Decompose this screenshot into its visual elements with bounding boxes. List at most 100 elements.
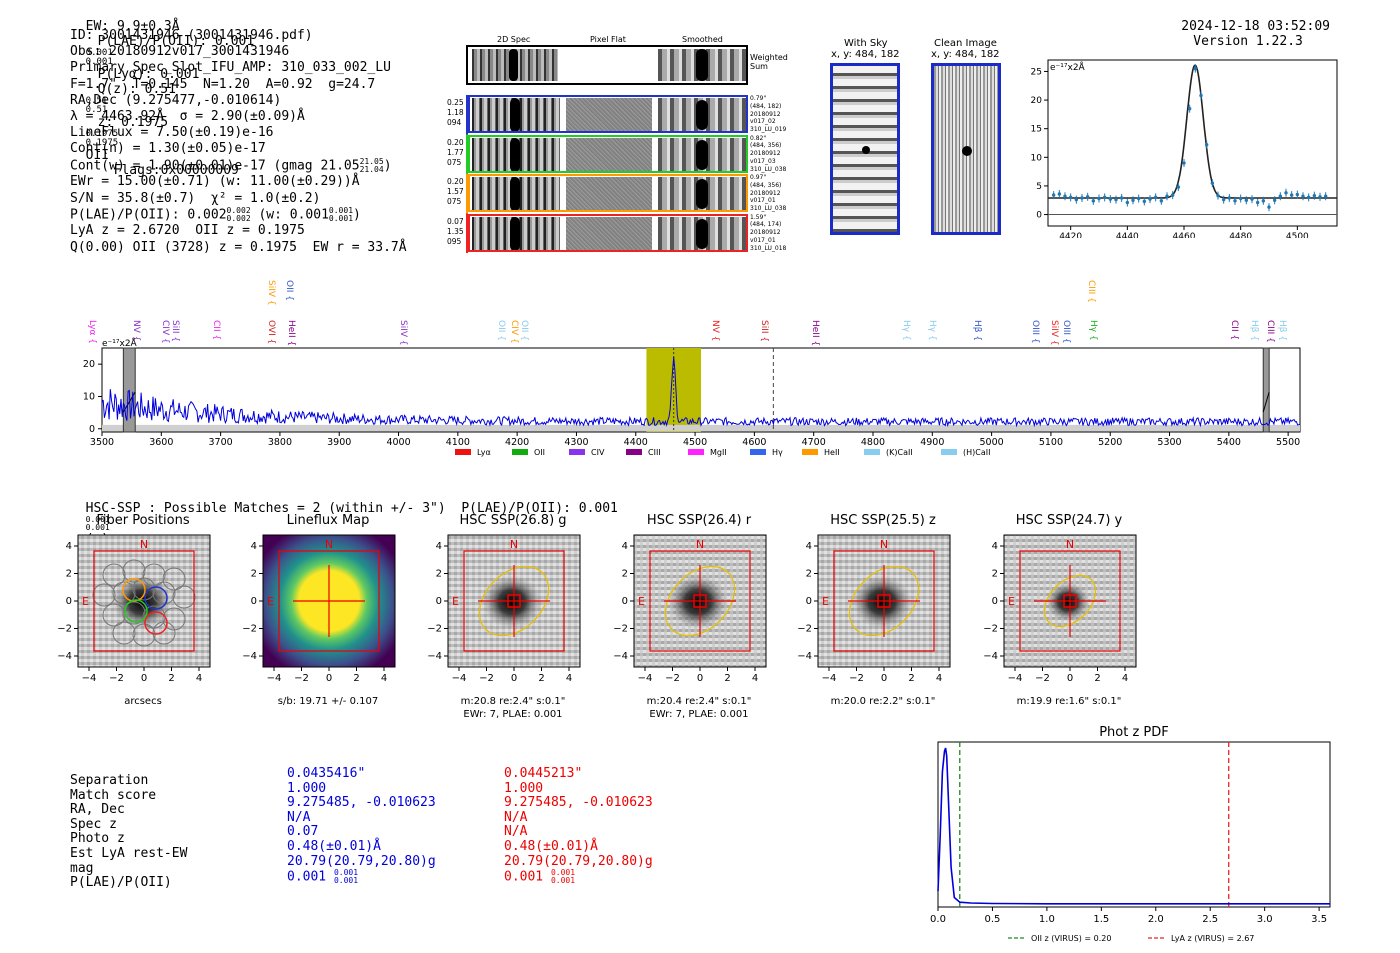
panel-x-tick-label: 2 [168,673,174,684]
east-label: E [1008,595,1015,608]
panel-y-tick-label: −4 [613,651,628,662]
zoom-data-point [1233,199,1237,203]
fiber-row-left-label: 1.57 [447,187,464,196]
fiber-circle-green [124,599,148,623]
zoom-fit-curve [1048,64,1337,199]
match-red-photoz: N/A [504,824,528,840]
hsc-heading-text: HSC-SSP : Possible Matches = 2 (within +… [85,501,618,516]
header-z-sup: 0.1975 [85,129,119,139]
full-noise-band [102,424,1300,432]
hsc-heading-sub: 0.001 [85,523,110,532]
panel-y-tick-label: 2 [992,569,998,580]
match-red-column: 0.0445213" 1.000 9.275485, -0.010623 N/A… [504,766,653,886]
hsc-panel-title: HSC SSP(25.5) z [830,513,936,528]
zoom-data-point [1091,199,1096,203]
zoom-y-tick-label: 10 [1031,153,1043,163]
panel-x-tick-label: −4 [452,673,467,684]
fiber-row-smoothed-source [696,100,708,130]
full-x-tick-label: 4900 [920,437,944,448]
fiber-row-right-label: (484, 356) [750,181,782,189]
zoom-data-point [1255,200,1260,205]
zoom-data-point [1051,193,1056,197]
panel-x-tick-label: 0 [141,673,147,684]
full-x-tick-label: 4800 [861,437,885,448]
fiber-row-pixelflat [566,177,652,210]
photz-axes-frame [937,741,1331,908]
photz-x-tick-label: 3.5 [1311,914,1327,925]
search-box [278,550,380,652]
panel-x-tick-label: −4 [1008,673,1023,684]
info-plae-w-sub: 0.001 [328,213,354,223]
fiber-circle [162,567,186,591]
fiber-row-right-labels: 0.79" (484, 182) 20180912 v017_02 310_LU_019 [750,95,786,134]
fiber-row-right-labels: 1.59" (484, 174) 20180912 v017_01 310_LU_018 [750,214,786,253]
match-red-mag: 20.79(20.79,20.80)g [504,853,653,869]
zoom-data-point [1323,194,1328,198]
zoom-data-point [1272,198,1277,202]
match-red-score: 1.000 [504,780,544,796]
full-x-tick-label: 5500 [1276,437,1300,448]
legend-swatch [750,449,766,455]
full-y-tick-label: 10 [83,391,95,402]
panel-y-tick-label: 4 [992,541,998,552]
zoom-data-point [1204,143,1209,147]
header-flags: Flags:0x00000009 [113,163,239,178]
fiber-row-pixelflat [566,98,652,131]
zoom-axes-frame [1047,59,1338,227]
match-blue-score: 1.000 [287,780,327,796]
panel-y-tick-label: −2 [427,624,442,635]
panel-x-tick-label: 0 [511,673,517,684]
zoom-data-point [1261,199,1266,203]
zoom-data-point [1114,197,1118,202]
info-gmag-sub: 21.04 [359,164,384,174]
search-box [833,550,935,652]
match-red-lya-ew: 0.48(±0.01)Å [504,838,598,854]
info-obs: Obs: 20180912v017_3001431946 [70,44,290,60]
panel-x-tick-label: 4 [566,673,572,684]
match-blue-separation: 0.0435416" [287,766,366,781]
panel-x-tick-label: 0 [1067,673,1073,684]
clean-image-xy: x, y: 484, 182 [931,49,1000,60]
masked-region [1262,347,1270,433]
hsc-panel-y: N E −4 −4 −2 −2 0 0 2 2 4 4 [983,534,1137,684]
zoom-data-point [1216,193,1220,198]
fiber-row-2dspec [472,177,560,210]
full-unit-label: e⁻¹⁷x2Å [102,337,138,349]
weighted-smoothed [658,49,746,81]
panel-y-tick-label: 2 [806,569,812,580]
panel-y-tick-label: −4 [57,651,72,662]
hsc-panel-caption: m:20.8 re:2.4" s:0.1" [460,696,566,707]
full-x-tick-label: 4500 [683,437,707,448]
match-blue-lya-ew: 0.48(±0.01)Å [287,838,381,854]
header-datetime: 2024-12-18 03:52:09 [1181,19,1330,34]
panel-x-tick-label: 4 [196,673,202,684]
zoom-y-tick-label: 20 [1031,96,1043,106]
info-primary: Primary Spec_Slot_IFU_AMP: 310_033_002_L… [70,60,391,76]
match-blue-plae-sup: 0.001 [333,868,359,878]
fiber-row-right-label: (484, 356) [750,142,782,150]
hsc-panel-title: HSC SSP(26.4) r [646,513,752,528]
match-red-specz: N/A [504,809,528,825]
match-red-plae-value: 0.001 [504,869,544,885]
panel-x-tick-label: 2 [1094,673,1100,684]
panel-x-tick-label: 2 [353,673,359,684]
panel-y-tick-label: 4 [806,541,812,552]
panel-y-tick-label: 0 [66,596,72,607]
match-red-plae-sub: 0.001 [550,876,576,886]
weighted-sum-frame [466,45,748,85]
photz-pdf-curve [937,747,1330,905]
fiber-row-smoothed [658,177,746,210]
panel-x-tick-label: −4 [822,673,837,684]
full-y-tick-label: 20 [83,359,95,370]
zoom-data-point [1210,181,1215,185]
panel-x-tick-label: 4 [752,673,758,684]
legend-swatch [941,449,957,455]
match-blue-photoz: 0.07 [287,824,319,840]
aperture-ellipse [664,565,736,637]
legend-swatch [864,449,880,455]
header-z-line: OII [85,148,110,163]
center-square [877,594,891,608]
cutout-col-title-smoothed: Smoothed [682,35,723,44]
panel-y-tick-label: 2 [622,569,628,580]
zoom-data-point [1085,195,1090,199]
